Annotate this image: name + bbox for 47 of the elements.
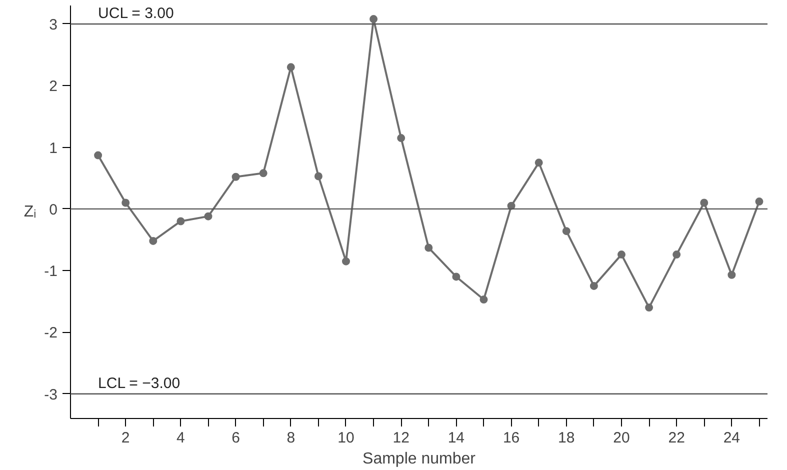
point <box>342 257 350 266</box>
y-tick-label: 1 <box>49 140 58 157</box>
point <box>452 272 460 281</box>
x-tick-label: 12 <box>392 430 410 446</box>
y-tick-label: -3 <box>44 386 58 404</box>
y-tick-label: 3 <box>49 16 58 34</box>
y-tick-label: 0 <box>49 201 58 218</box>
ref-line-label: UCL = 3.00 <box>98 4 174 22</box>
point <box>590 282 598 290</box>
point <box>645 304 654 312</box>
x-tick-label: 4 <box>176 430 185 446</box>
point <box>176 217 185 226</box>
point <box>534 158 543 167</box>
x-tick-label: 18 <box>558 430 575 446</box>
point <box>149 236 158 245</box>
point <box>397 134 406 142</box>
point <box>286 63 295 72</box>
y-axis-title: Zᵢ <box>24 204 36 220</box>
x-tick-label: 2 <box>121 430 130 446</box>
point <box>314 172 322 180</box>
point <box>617 250 626 259</box>
x-tick-label: 24 <box>723 430 740 446</box>
x-tick-label: 20 <box>613 430 630 446</box>
ref-line-label: LCL = −3.00 <box>98 374 180 392</box>
point <box>562 227 570 236</box>
point <box>755 198 764 206</box>
point <box>204 212 212 220</box>
point <box>480 296 488 304</box>
point <box>232 172 240 181</box>
x-tick-label: 14 <box>448 430 465 446</box>
point <box>122 198 130 207</box>
x-tick-label: 22 <box>668 430 685 446</box>
x-tick-label: 10 <box>338 430 354 446</box>
point <box>672 250 681 259</box>
y-tick-label: 2 <box>49 78 58 96</box>
x-axis-title: Sample number <box>362 450 476 468</box>
y-tick-label: -2 <box>44 324 58 342</box>
point <box>370 15 378 24</box>
point <box>259 169 268 178</box>
point <box>728 270 736 279</box>
point <box>94 151 102 160</box>
point <box>700 198 708 207</box>
x-tick-label: 8 <box>286 430 296 446</box>
y-tick-label: -1 <box>44 263 58 280</box>
x-tick-label: 16 <box>502 430 520 446</box>
x-tick-label: 6 <box>232 430 240 446</box>
point <box>424 244 433 252</box>
